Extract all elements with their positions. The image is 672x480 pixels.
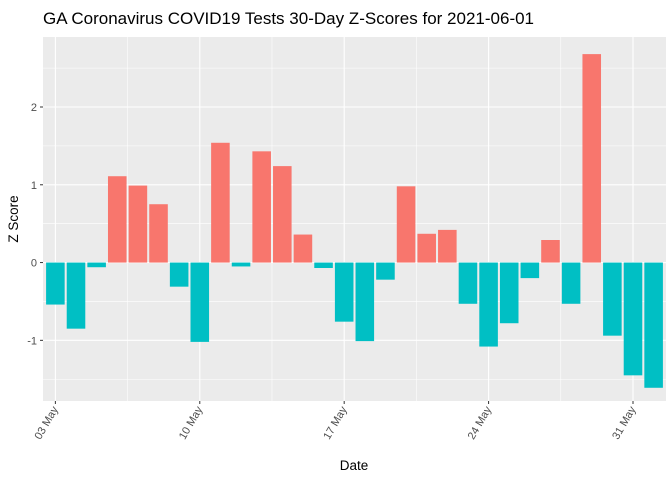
bar — [293, 234, 313, 263]
bar — [355, 262, 375, 342]
bar — [438, 229, 457, 263]
bar — [107, 176, 127, 263]
y-tick-label: 0 — [31, 258, 37, 270]
bar — [149, 204, 168, 263]
bar — [273, 166, 292, 263]
bar — [231, 262, 251, 267]
bar — [252, 151, 271, 263]
bar — [87, 262, 106, 268]
bar — [66, 262, 86, 329]
x-tick-label: 03 May — [33, 404, 62, 442]
bar — [520, 262, 540, 279]
bar — [334, 262, 354, 322]
bar — [417, 233, 436, 263]
x-axis: 03 May 10 May 17 May 24 May 31 May — [33, 401, 639, 442]
bar — [376, 262, 395, 280]
x-tick-label: 24 May — [466, 404, 495, 442]
bar — [644, 262, 663, 388]
bar — [128, 185, 148, 263]
bar — [46, 262, 65, 305]
bar — [541, 240, 560, 263]
bar — [582, 54, 602, 263]
bar — [190, 262, 210, 342]
bar — [603, 262, 622, 336]
y-axis-title: Z Score — [6, 195, 21, 242]
y-axis: -1 0 1 2 — [27, 102, 43, 347]
x-tick-label: 31 May — [610, 404, 639, 442]
y-tick-label: 1 — [31, 180, 37, 192]
bar — [623, 262, 643, 376]
x-tick-label: 10 May — [177, 404, 206, 442]
bar — [479, 262, 498, 347]
bar — [396, 186, 416, 263]
bars — [46, 54, 663, 388]
chart-title: GA Coronavirus COVID19 Tests 30-Day Z-Sc… — [43, 9, 534, 28]
bar — [314, 262, 333, 268]
bar — [169, 262, 189, 287]
x-axis-title: Date — [340, 458, 369, 473]
bar — [561, 262, 581, 304]
y-tick-label: -1 — [27, 335, 37, 347]
y-tick-label: 2 — [31, 102, 37, 114]
bar — [499, 262, 519, 324]
x-tick-label: 17 May — [321, 404, 350, 442]
bar — [458, 262, 478, 304]
bar — [211, 142, 230, 263]
